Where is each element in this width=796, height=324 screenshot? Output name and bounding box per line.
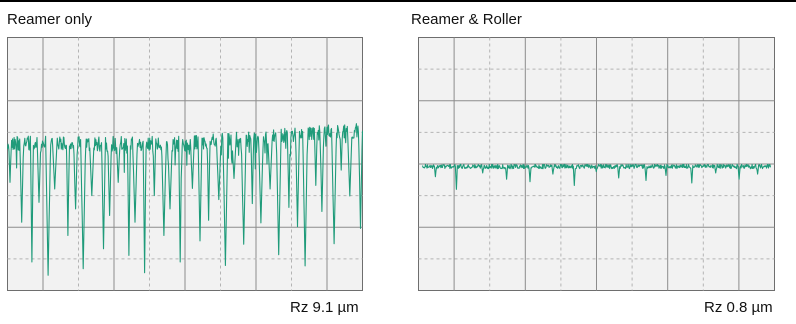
chart-reamer-roller: [418, 37, 775, 291]
rz-value-reamer-only: Rz 9.1 µm: [290, 299, 359, 316]
rz-value-reamer-roller: Rz 0.8 µm: [704, 299, 773, 316]
chart-reamer-only: [7, 37, 363, 291]
top-rule: [0, 0, 796, 2]
profile-trace: [7, 123, 363, 276]
chart-title-reamer-only: Reamer only: [7, 11, 93, 28]
profile-trace: [421, 163, 772, 190]
chart-title-reamer-roller: Reamer & Roller: [411, 11, 522, 28]
